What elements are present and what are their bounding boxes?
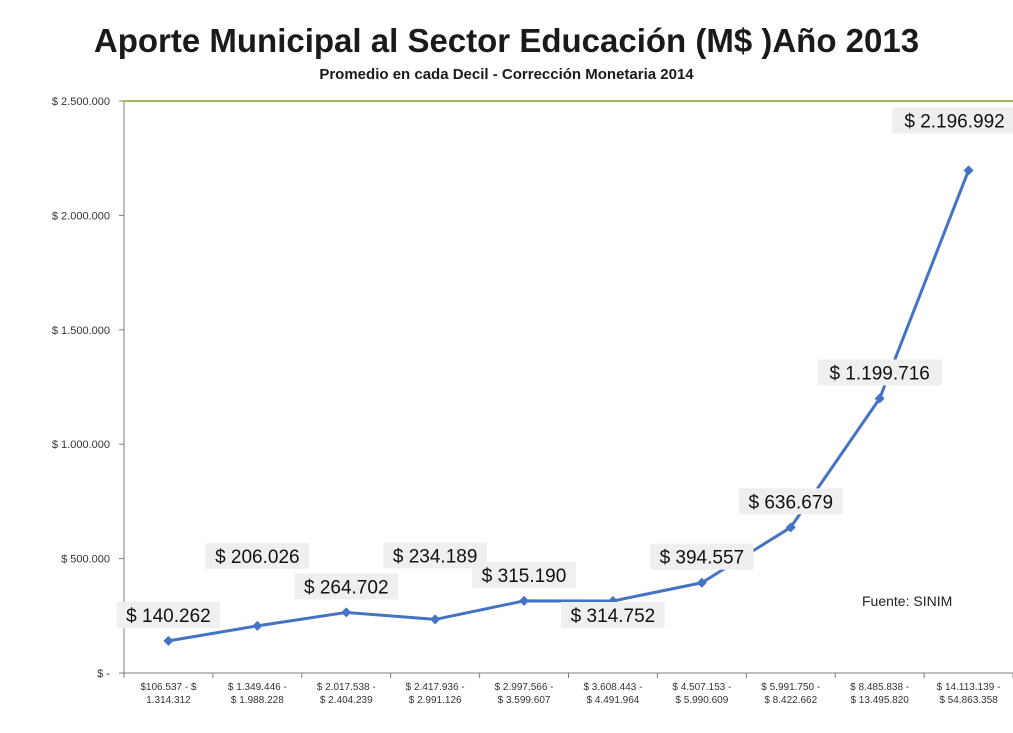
y-tick-label: $ 1.500.000: [52, 325, 110, 337]
x-tick-label-line: $ 5.990.609: [675, 695, 728, 706]
x-tick-label-line: $106.537 - $: [140, 682, 197, 693]
data-label-box: [739, 488, 843, 515]
x-tick-label-line: $ 3.608.443 -: [583, 682, 642, 693]
data-label: $ 264.702: [304, 577, 389, 598]
data-label-box: [472, 561, 576, 588]
data-label-box: [294, 573, 398, 600]
x-tick-label: $ 2.997.566 - $ 3.599.607: [495, 682, 554, 706]
x-tick-label-line: $ 2.997.566 -: [495, 682, 554, 693]
data-label: $ 394.557: [660, 548, 745, 569]
y-tick-label: $ -: [97, 668, 110, 680]
x-tick-label-line: $ 54.863.358: [939, 695, 998, 706]
x-tick-label-line: $ 2.404.239: [320, 695, 373, 706]
data-point-marker: [341, 607, 352, 618]
data-point-marker: [963, 165, 974, 176]
x-tick-label-line: 1.314.312: [146, 695, 191, 706]
data-label-box: [383, 542, 487, 569]
data-point-marker: [163, 635, 174, 646]
data-label: $ 314.752: [571, 606, 656, 627]
x-tick-label: $ 14.113.139 - $ 54.863.358: [937, 682, 1001, 706]
x-tick-label-line: $ 1.988.228: [231, 695, 284, 706]
x-tick-label: $ 5.991.750 - $ 8.422.662: [761, 682, 820, 706]
data-point-marker: [696, 577, 707, 588]
source-note: Fuente: SINIM: [862, 593, 952, 609]
data-label: $ 2.196.992: [904, 111, 1004, 132]
x-tick-label: $ 2.417.936 - $ 2.991.126: [406, 682, 465, 706]
chart-title: Aporte Municipal al Sector Educación (M$…: [93, 22, 920, 59]
x-tick-label-line: $ 8.422.662: [764, 695, 817, 706]
x-tick-label-line: $ 4.491.964: [587, 695, 640, 706]
data-label: $ 315.190: [482, 566, 567, 587]
x-tick-label-line: $ 2.417.936 -: [406, 682, 465, 693]
data-label: $ 1.199.716: [829, 364, 929, 385]
y-tick-label: $ 2.500.000: [52, 96, 110, 108]
data-label-box: [116, 601, 221, 628]
x-tick-label-line: $ 8.485.838 -: [850, 682, 909, 693]
x-tick-label: $ 3.608.443 - $ 4.491.964: [583, 682, 642, 706]
data-label: $ 234.189: [393, 546, 478, 567]
chart-subtitle: Promedio en cada Decil - Corrección Mone…: [319, 66, 694, 83]
x-tick-label-line: $ 1.349.446 -: [228, 682, 287, 693]
x-tick-label-line: $ 14.113.139 -: [937, 682, 1001, 693]
data-point-marker: [519, 595, 530, 606]
data-label-box: [892, 107, 1013, 134]
x-tick-label: $ 2.017.538 - $ 2.404.239: [317, 682, 376, 706]
x-axis: $106.537 - $ 1.314.312 $ 1.349.446 - $ 1.98…: [123, 673, 1013, 706]
data-label: $ 206.026: [215, 547, 300, 568]
x-tick-label: $ 1.349.446 - $ 1.988.228: [228, 682, 287, 706]
data-label: $ 140.262: [126, 606, 211, 627]
x-tick-label-line: $ 3.599.607: [498, 695, 551, 706]
x-tick-label-line: $ 4.507.153 -: [672, 682, 731, 693]
x-tick-label: $ 4.507.153 - $ 5.990.609: [672, 682, 731, 706]
y-tick-label: $ 500.000: [61, 554, 110, 566]
data-label-box: [205, 542, 310, 569]
data-label-box: [561, 601, 665, 628]
series-layer: [163, 165, 974, 646]
data-point-marker: [252, 620, 263, 631]
data-label-box: [650, 543, 754, 570]
y-tick-label: $ 1.000.000: [52, 439, 110, 451]
data-label-box: [817, 359, 942, 386]
x-tick-label-line: $ 2.017.538 -: [317, 682, 376, 693]
data-point-marker: [874, 393, 885, 404]
series-line: [168, 169, 970, 643]
x-tick-label: $106.537 - $ 1.314.312: [140, 682, 197, 706]
data-label: $ 636.679: [748, 492, 833, 513]
data-point-marker: [785, 522, 796, 533]
x-tick-label-line: $ 5.991.750 -: [761, 682, 820, 693]
y-tick-label: $ 2.000.000: [52, 210, 110, 222]
data-point-marker: [430, 614, 441, 625]
data-label-layer: $ 140.262$ 206.026$ 264.702$ 234.189$ 31…: [116, 107, 1013, 628]
x-tick-label: $ 8.485.838 - $ 13.495.820: [850, 682, 909, 706]
y-axis: $ - $ 500.000 $ 1.000.000 $ 1.500.000 $ 2.00…: [52, 96, 124, 680]
x-tick-label-line: $ 13.495.820: [850, 695, 909, 706]
x-tick-label-line: $ 2.991.126: [409, 695, 462, 706]
